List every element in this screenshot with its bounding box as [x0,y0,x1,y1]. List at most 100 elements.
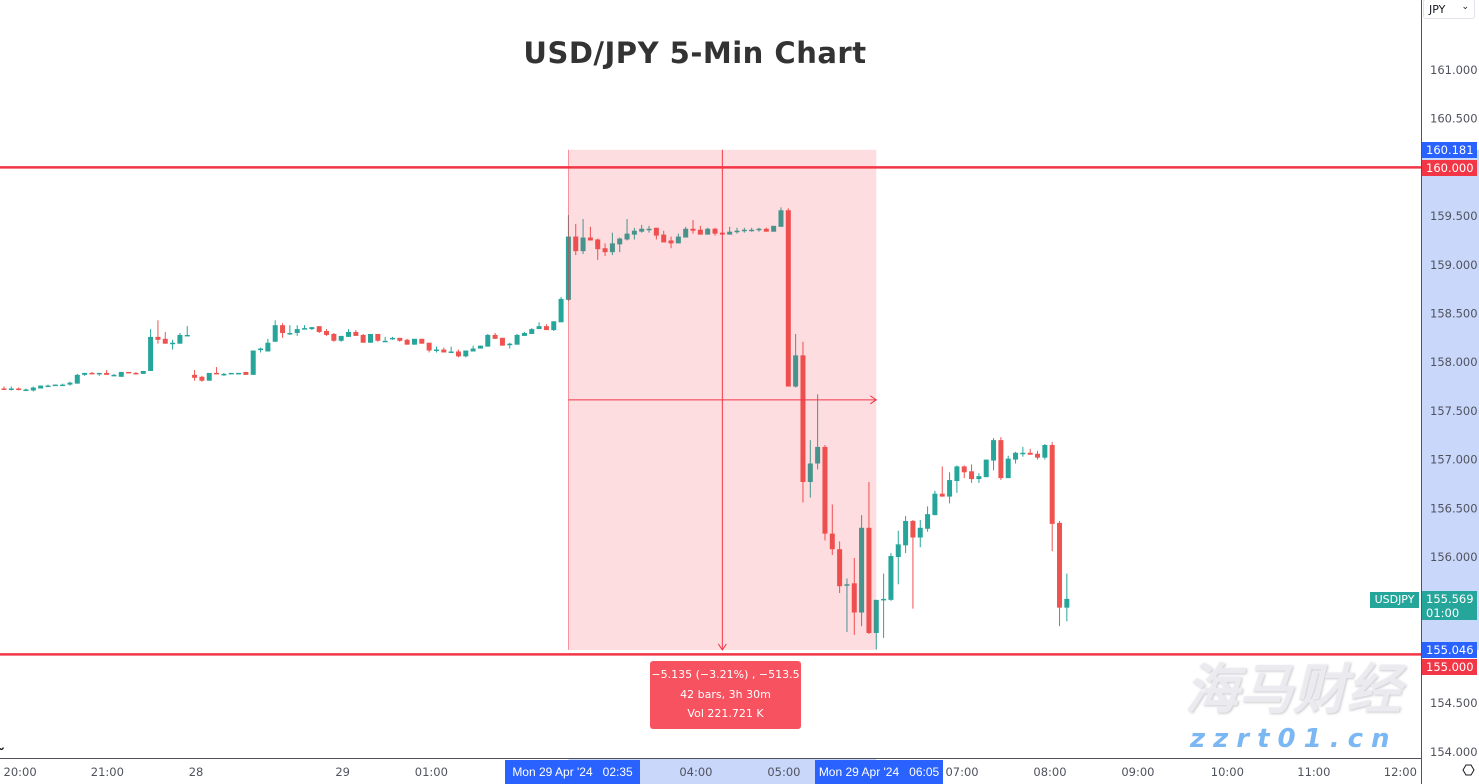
candle-body [939,493,945,497]
candle-body [661,234,667,243]
candle [844,578,850,632]
price-tick-label: 154.000 [1430,745,1478,759]
candle-body [477,345,483,349]
candle-body [221,373,227,376]
price-tick-label: 154.500 [1430,696,1478,710]
candle [910,519,916,609]
candle [177,332,183,344]
settings-icon[interactable] [1462,764,1475,776]
candle [89,371,95,375]
candle-body [793,355,799,387]
candle-body [551,321,557,331]
price-tick-label: 159.500 [1430,209,1478,223]
candle-body [455,351,461,357]
candle [888,553,894,601]
candle-body [683,228,689,238]
candle-body [250,350,256,375]
candle-body [302,328,308,330]
candle-body [536,326,542,330]
candle [155,320,161,344]
candle [961,465,967,479]
candle-body [822,446,828,534]
candle [543,324,549,331]
measure-volume: Vol 221.721 K [687,707,764,720]
candle-body [111,374,117,377]
candle-body [346,332,352,337]
price-tick-label: 157.500 [1430,404,1478,418]
candle-body [74,374,80,384]
range-end-time-label: Mon 29 Apr '24 06:05 [815,760,943,784]
candle [1005,455,1011,479]
candle-body [177,334,183,344]
candle-body [595,239,601,250]
arrow-down-icon [717,643,727,651]
candle [866,482,872,634]
candle [903,516,909,554]
candle-body [82,372,88,375]
candle [492,332,498,339]
measure-change: −5.135 (−3.21%) , −513.5 [651,668,800,681]
candle [118,371,124,377]
candle-body [155,336,161,340]
candle [829,504,835,556]
candle-body [580,237,586,252]
candle [433,346,439,353]
candle-body [727,231,733,235]
candle [873,599,879,650]
candle [250,350,256,375]
candle [917,519,923,548]
candle-body [543,326,549,331]
candle-body [89,372,95,375]
candle-body [389,337,395,340]
candle-body [492,334,498,339]
candle [551,321,557,332]
candle-body [433,349,439,352]
candle-body [991,440,997,461]
candle-body [96,372,102,375]
candle [331,332,337,342]
range-low-price-label: 155.046 [1422,642,1477,658]
candle [243,371,249,375]
candle [800,341,806,503]
candle [1013,451,1019,464]
last-price: 155.569 [1426,592,1474,606]
candle [236,372,242,375]
candle [1057,520,1063,627]
candle [67,381,73,386]
candle [133,371,139,375]
candle [573,223,579,256]
candle [991,438,997,471]
candle [419,338,425,344]
candle-body [287,332,293,335]
candle-body [903,520,909,546]
candle [998,437,1004,481]
last-price-label: 155.569 01:00 [1422,591,1477,620]
candle-body [888,556,894,600]
candle [448,346,454,353]
candle-body [411,338,417,345]
candle-body [1013,452,1019,460]
candle-body [441,349,447,353]
candle-body [499,337,505,346]
candle [162,332,168,344]
candle [749,227,755,232]
candle-body [243,371,249,375]
candle [96,372,102,376]
candle [1027,448,1033,455]
candle-body [118,371,124,377]
candle-body [162,338,168,344]
candle-body [961,466,967,473]
candle-body [331,333,337,341]
candle [74,373,80,384]
candle-body [382,340,388,343]
candle-body [697,229,703,235]
candle [587,226,593,241]
candle-body [353,332,359,336]
arrow-right-icon [869,395,878,405]
candle [507,342,513,349]
candle [485,333,491,347]
candle-body [690,228,696,231]
candle [521,332,527,336]
candle-body [1020,452,1026,455]
currency-selector[interactable]: JPY ⌄ [1423,0,1475,19]
